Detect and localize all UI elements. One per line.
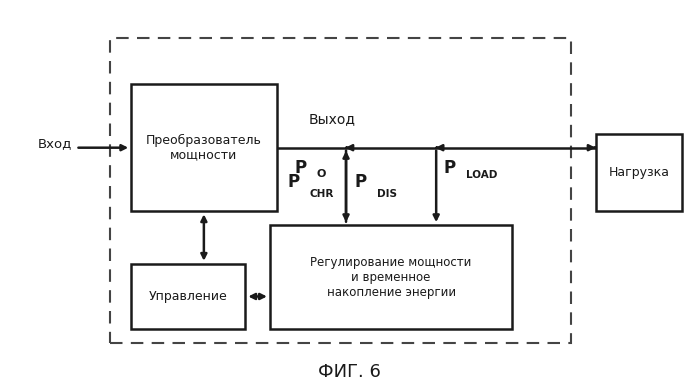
FancyBboxPatch shape [596,134,682,211]
Text: CHR: CHR [310,189,334,199]
Text: P: P [294,159,306,177]
Text: Нагрузка: Нагрузка [609,166,670,179]
Text: O: O [317,169,326,179]
Text: LOAD: LOAD [466,170,498,180]
Text: P: P [287,174,299,191]
Text: ФИГ. 6: ФИГ. 6 [318,363,381,381]
FancyBboxPatch shape [270,225,512,329]
Text: Управление: Управление [149,290,228,303]
Text: P: P [354,174,366,191]
Text: DIS: DIS [377,189,397,199]
FancyBboxPatch shape [131,84,277,211]
Text: Вход: Вход [38,137,72,150]
Text: P: P [443,159,455,177]
Text: Преобразователь
мощности: Преобразователь мощности [146,134,262,162]
Text: Регулирование мощности
и временное
накопление энергии: Регулирование мощности и временное накоп… [310,256,472,299]
Text: Выход: Выход [309,113,356,127]
FancyBboxPatch shape [131,264,245,329]
